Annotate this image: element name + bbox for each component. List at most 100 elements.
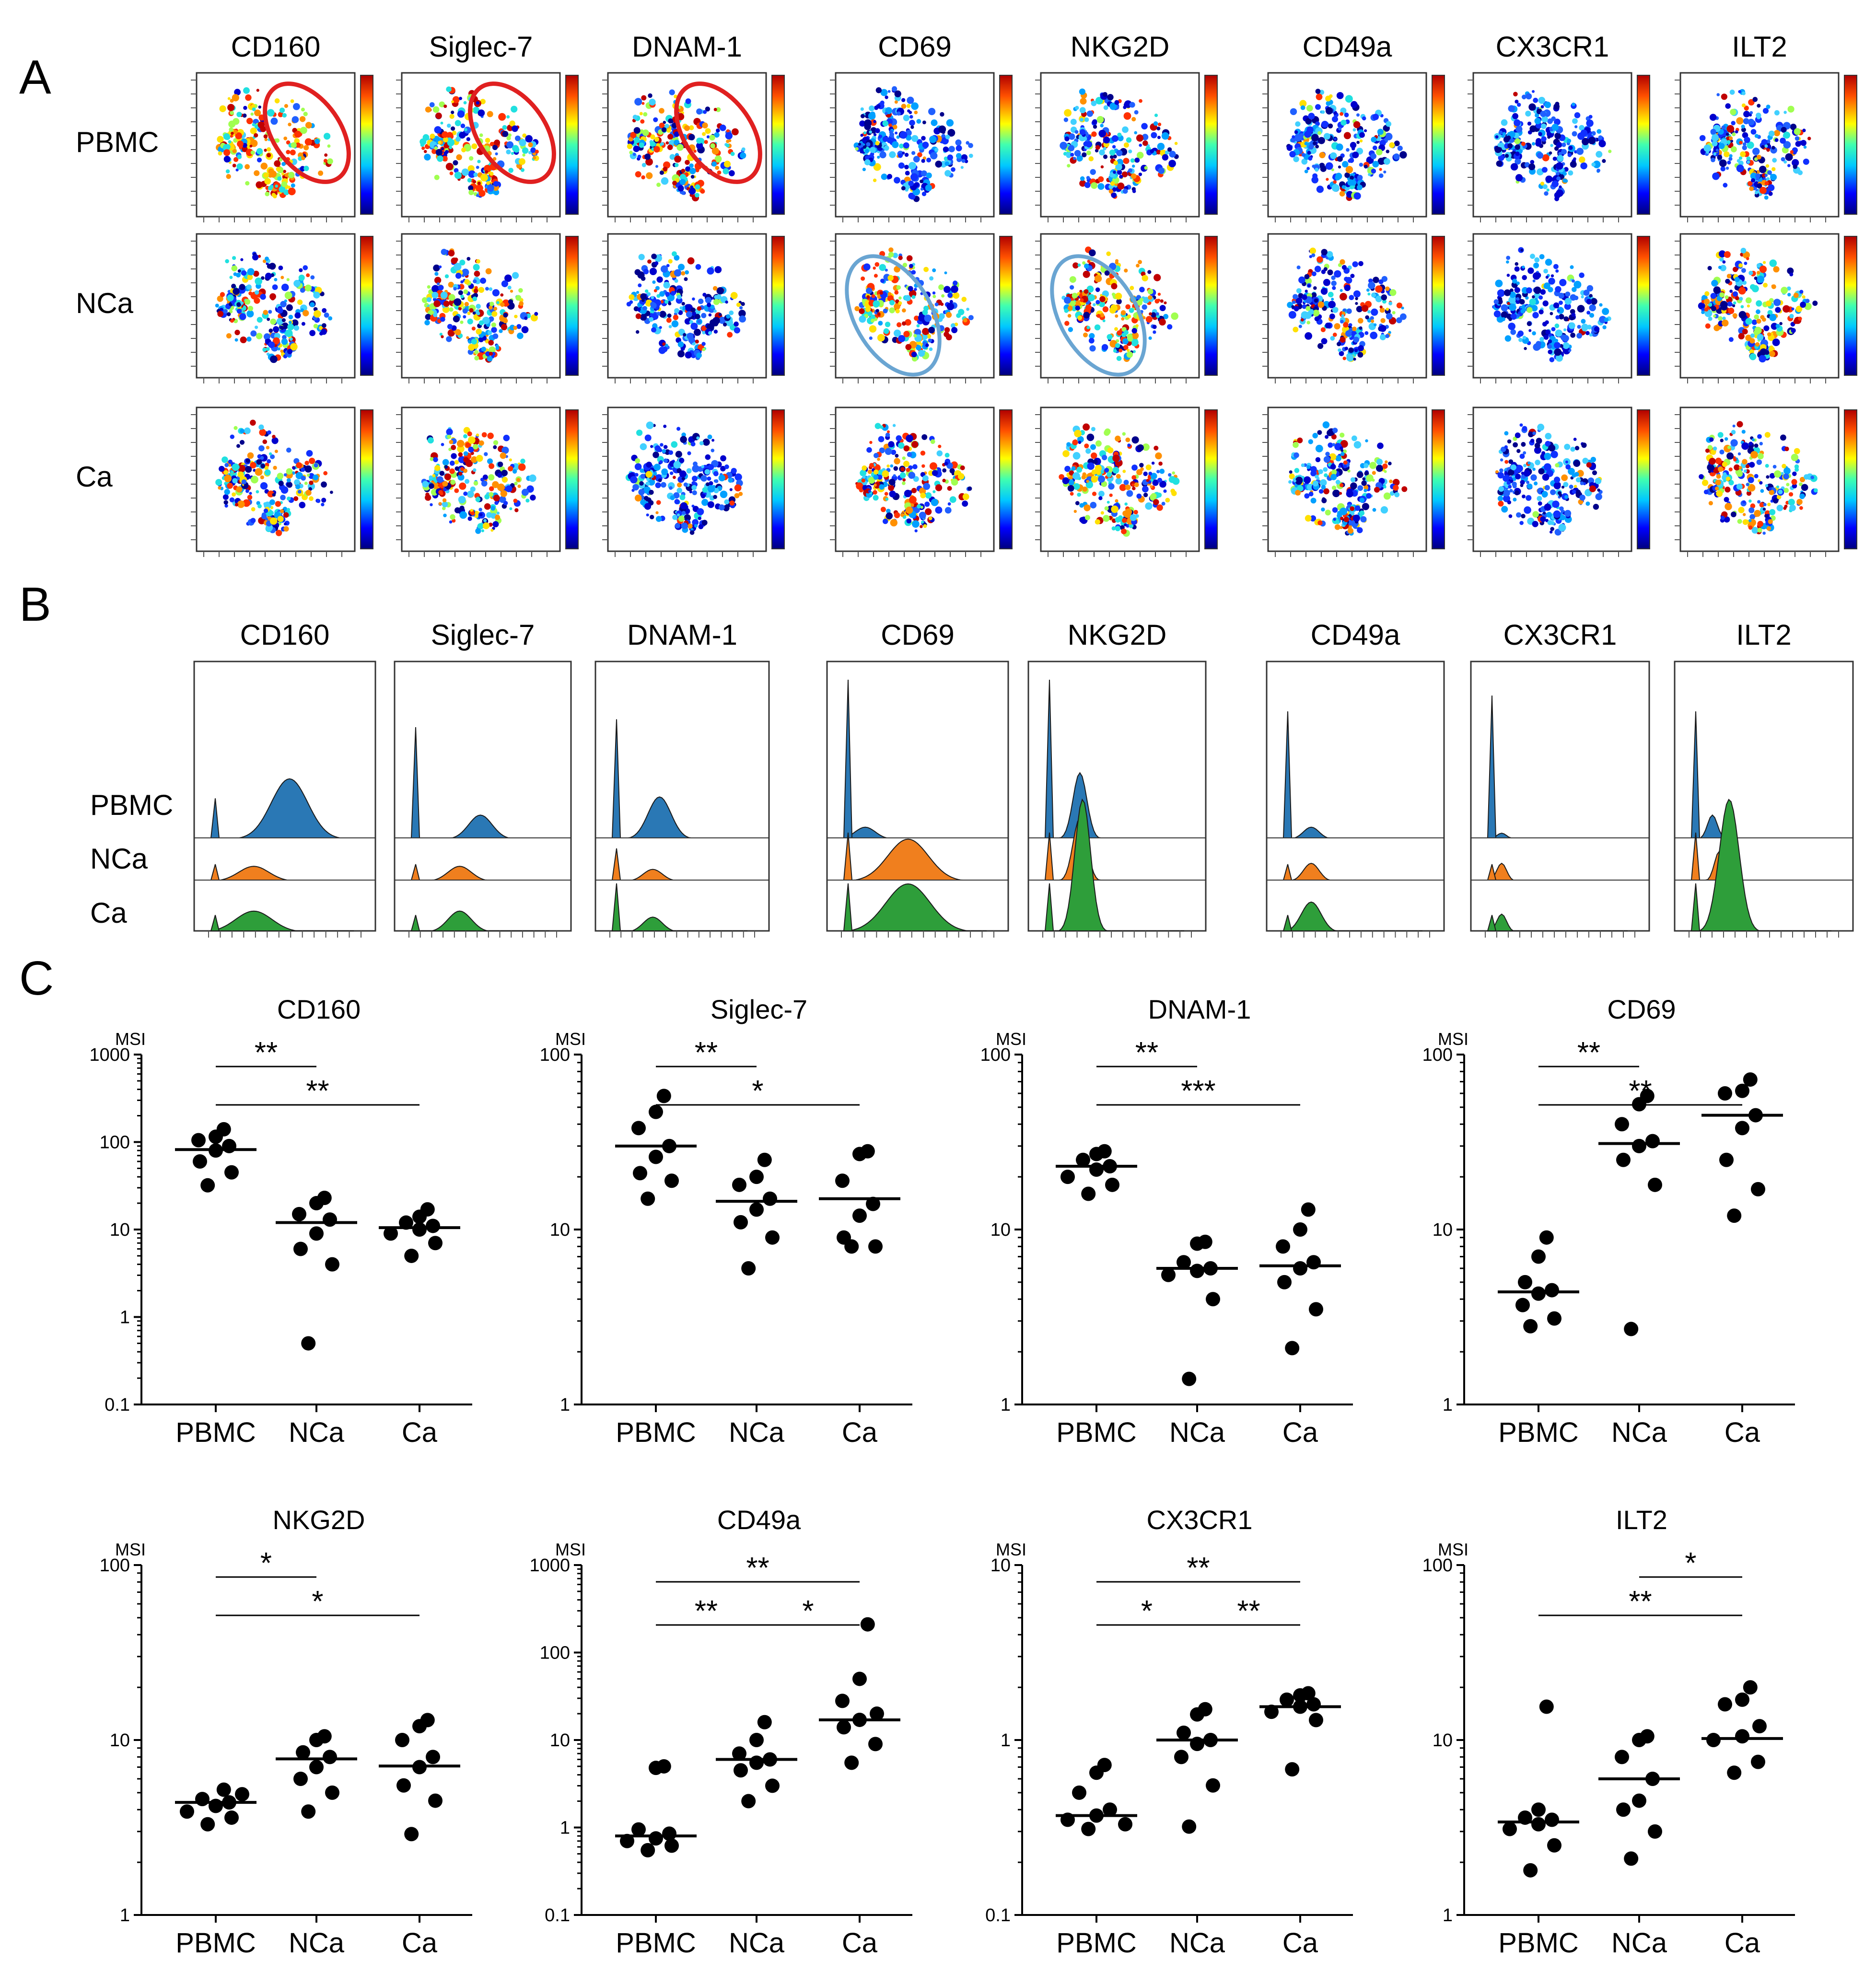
tsne-point [1713, 314, 1716, 318]
tsne-point [1563, 316, 1569, 322]
tsne-point [473, 289, 478, 293]
tsne-point [1096, 313, 1101, 318]
tsne-point [1332, 332, 1337, 337]
tsne-point [909, 162, 916, 170]
tsne-point [1108, 189, 1113, 194]
tsne-point [1718, 143, 1725, 149]
tsne-point [1574, 125, 1578, 128]
tsne-point [468, 436, 476, 444]
tsne-point [263, 502, 267, 506]
tsne-point [1744, 105, 1749, 111]
tsne-point [873, 120, 876, 123]
tsne-point [1313, 141, 1317, 145]
tsne-point [443, 104, 447, 108]
tsne-point [887, 90, 891, 93]
tsne-point [1080, 117, 1084, 122]
tsne-point [1549, 357, 1555, 362]
tsne-point [1161, 132, 1169, 140]
tsne-point [859, 308, 865, 314]
tsne-point [1521, 141, 1526, 146]
tsne-point [245, 466, 252, 473]
tsne-point [475, 286, 478, 290]
tsne-point [1375, 295, 1382, 302]
tsne-point [1153, 330, 1156, 334]
tsne-point [1732, 304, 1736, 308]
tsne-point [215, 479, 222, 486]
tsne-map-nca-nkg2d [1035, 233, 1218, 383]
tsne-point [275, 501, 281, 507]
tsne-point [420, 143, 425, 147]
tsne-point [1577, 305, 1585, 313]
tsne-point [956, 153, 962, 159]
tsne-point [1103, 136, 1110, 144]
tsne-point [866, 295, 870, 299]
tsne-point [1114, 100, 1119, 105]
tsne-point [1301, 158, 1308, 165]
tsne-point [929, 347, 933, 351]
tsne-point [868, 112, 876, 120]
tsne-point [1305, 306, 1311, 311]
tsne-point [217, 311, 224, 317]
tsne-point [281, 162, 286, 166]
tsne-point [1713, 152, 1716, 156]
tsne-point [267, 317, 270, 321]
tsne-point [272, 435, 276, 439]
tsne-point [260, 464, 266, 469]
tsne-point [515, 135, 521, 141]
tsne-point [1142, 134, 1149, 140]
tsne-point [297, 490, 302, 494]
tsne-point [446, 86, 452, 92]
tsne-point [929, 136, 937, 143]
tsne-point [1781, 287, 1788, 294]
tsne-point [501, 280, 508, 288]
tsne-point [1168, 160, 1176, 168]
tsne-point [662, 346, 668, 352]
tsne-point [268, 328, 273, 333]
tsne-point [237, 154, 242, 160]
tsne-point [1576, 148, 1584, 155]
tsne-point [913, 156, 920, 162]
tsne-point [1747, 304, 1750, 308]
tsne-point [458, 290, 463, 295]
tsne-point [1314, 298, 1318, 303]
tsne-point [1098, 129, 1106, 138]
tsne-point [878, 321, 883, 326]
tsne-point [1066, 152, 1072, 158]
tsne-point [492, 144, 498, 151]
tsne-point [247, 495, 253, 500]
tsne-point [1515, 144, 1520, 150]
tsne-point [916, 345, 921, 351]
tsne-point [440, 316, 445, 322]
tsne-point [255, 325, 258, 329]
tsne-point [1599, 316, 1607, 324]
tsne-point [718, 313, 722, 316]
tsne-point [1596, 168, 1601, 173]
tsne-point [685, 270, 689, 275]
tsne-point [1596, 151, 1603, 158]
tsne-point [1515, 174, 1523, 182]
tsne-point [641, 102, 645, 105]
tsne-point [1496, 160, 1503, 167]
tsne-point [945, 334, 952, 340]
tsne-point [672, 251, 677, 256]
tsne-point [489, 346, 496, 354]
tsne-point [1358, 345, 1364, 351]
tsne-point [1798, 316, 1802, 321]
tsne-point [909, 115, 913, 119]
tsne-point [1157, 122, 1162, 127]
tsne-point [1543, 268, 1549, 274]
tsne-point [1760, 348, 1767, 356]
tsne-point [1722, 316, 1726, 320]
tsne-point [1579, 156, 1585, 163]
tsne-point [634, 98, 642, 106]
tsne-point [1353, 121, 1361, 128]
tsne-point [736, 302, 741, 307]
tsne-point [324, 153, 328, 157]
tsne-point [492, 289, 500, 297]
tsne-point [1567, 139, 1572, 143]
tsne-point [1089, 345, 1096, 352]
tsne-point [922, 120, 926, 125]
tsne-point [230, 111, 234, 115]
tsne-point [1117, 182, 1125, 190]
tsne-point [295, 484, 301, 489]
